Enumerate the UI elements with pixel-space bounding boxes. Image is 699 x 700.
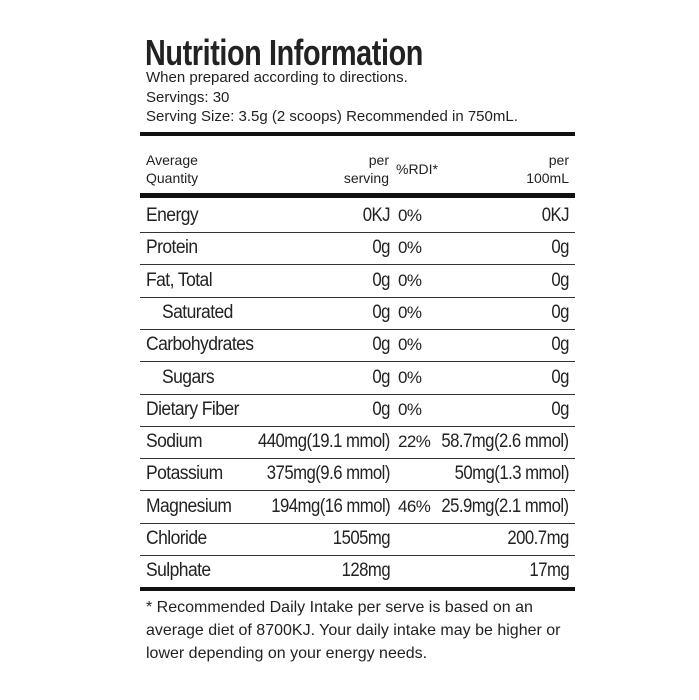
per-serving: 0KJ xyxy=(362,205,391,226)
per-100ml: 0g xyxy=(551,366,569,388)
name: Potassium xyxy=(146,463,223,485)
rdi: 0% xyxy=(398,238,422,258)
rule xyxy=(140,132,575,136)
name: Energy xyxy=(146,205,199,226)
name: Sulphate xyxy=(146,560,211,582)
per-serving: 194mg(16 mmol) xyxy=(271,495,391,517)
subtitle: Servings: 30 xyxy=(146,89,230,106)
rdi: 0% xyxy=(398,270,422,290)
per-100ml: 25.9mg(2.1 mmol) xyxy=(441,495,570,517)
title: Nutrition Information xyxy=(145,32,423,73)
nutrient-row: Sodium 440mg(19.1 mmol) 22% 58.7mg(2.6 mmol… xyxy=(140,426,575,460)
name: Sugars xyxy=(162,366,215,388)
footnote: * Recommended Daily Intake per serve is … xyxy=(146,599,533,616)
nutrient-row: Sugars 0g 0% 0g xyxy=(140,362,575,395)
per-serving: 0g xyxy=(372,366,390,388)
per-serving: 0g xyxy=(372,237,390,259)
col-head: per serving xyxy=(343,152,389,186)
nutrient-row: Protein 0g 0% 0g xyxy=(140,232,575,266)
per-serving: 1505mg xyxy=(332,528,391,549)
nutrient-row: Saturated 0g 0% 0g xyxy=(140,297,575,330)
per-100ml: 200.7mg xyxy=(507,528,570,549)
nutrient-row: Sulphate 128mg 17mg xyxy=(140,555,575,587)
per-serving: 0g xyxy=(372,269,390,291)
name: Sodium xyxy=(146,431,203,453)
per-100ml: 50mg(1.3 mmol) xyxy=(454,463,570,485)
rule xyxy=(140,193,575,198)
name: Dietary Fiber xyxy=(146,398,239,420)
subtitle: Serving Size: 3.5g (2 scoops) Recommende… xyxy=(146,108,518,125)
per-serving: 440mg(19.1 mmol) xyxy=(258,431,390,453)
nutrient-row: Potassium 375mg(9.6 mmol) 50mg(1.3 mmol) xyxy=(140,458,575,492)
per-100ml: 0g xyxy=(551,398,569,420)
per-serving: 375mg(9.6 mmol) xyxy=(266,463,391,485)
rdi: 22% xyxy=(398,432,431,452)
rdi: 0% xyxy=(398,335,422,355)
col-head: %RDI* xyxy=(396,161,439,177)
footnote: lower depending on your energy needs. xyxy=(146,645,428,662)
name: Saturated xyxy=(162,301,233,323)
rdi: 0% xyxy=(398,399,422,419)
footnote: average diet of 8700KJ. Your daily intak… xyxy=(146,622,561,639)
per-serving: 0g xyxy=(372,334,390,356)
subtitle: When prepared according to directions. xyxy=(146,69,408,86)
nutrient-row: Dietary Fiber 0g 0% 0g xyxy=(140,394,575,427)
name: Carbohydrates xyxy=(146,334,254,356)
name: Protein xyxy=(146,237,198,259)
col-head: per 100mL xyxy=(526,152,569,186)
name: Chloride xyxy=(146,528,207,549)
nutrient-row: Energy 0KJ 0% 0KJ xyxy=(140,200,575,233)
per-100ml: 0g xyxy=(551,269,569,291)
rdi: 0% xyxy=(398,302,422,322)
name: Magnesium xyxy=(146,495,232,517)
nutrient-row: Fat, Total 0g 0% 0g xyxy=(140,265,575,298)
rdi: 0% xyxy=(398,367,422,387)
rdi: 0% xyxy=(398,206,422,225)
col-head: Average Quantity xyxy=(146,152,199,186)
per-100ml: 17mg xyxy=(529,560,569,582)
name: Fat, Total xyxy=(146,269,213,291)
nutrient-row: Magnesium 194mg(16 mmol) 46% 25.9mg(2.1 mmo… xyxy=(140,491,575,524)
per-100ml: 0g xyxy=(551,301,569,323)
per-serving: 0g xyxy=(372,398,390,420)
per-serving: 0g xyxy=(372,301,390,323)
nutrient-row: Chloride 1505mg 200.7mg xyxy=(140,523,575,556)
per-100ml: 0KJ xyxy=(541,205,570,226)
per-100ml: 58.7mg(2.6 mmol) xyxy=(441,431,570,453)
per-serving: 128mg xyxy=(341,560,391,582)
per-100ml: 0g xyxy=(551,334,569,356)
nutrient-row: Carbohydrates 0g 0% 0g xyxy=(140,329,575,363)
rule xyxy=(140,587,575,591)
rdi: 46% xyxy=(398,496,431,516)
per-100ml: 0g xyxy=(551,237,569,259)
